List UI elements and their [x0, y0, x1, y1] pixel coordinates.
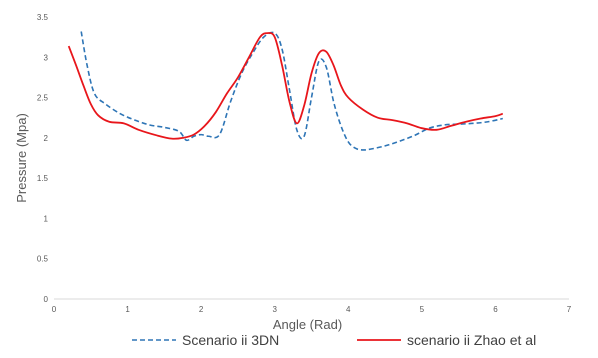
y-axis-title: Pressure (Mpa) — [14, 113, 29, 203]
x-tick-label: 5 — [420, 305, 425, 314]
x-axis-title: Angle (Rad) — [273, 317, 342, 332]
y-tick-label: 0 — [44, 295, 49, 304]
x-tick-label: 1 — [125, 305, 130, 314]
series-layer — [67, 31, 504, 151]
x-tick-label: 6 — [493, 305, 498, 314]
legend-label-2: scenario ii Zhao et al — [407, 332, 536, 348]
series-line-1 — [80, 31, 503, 151]
series-line-2 — [67, 32, 504, 140]
legend: Scenario ii 3DN scenario ii Zhao et al — [132, 332, 536, 348]
y-tick-label: 2.5 — [37, 94, 49, 103]
y-tick-label: 1 — [44, 214, 49, 223]
y-tick-label: 0.5 — [37, 255, 49, 264]
axes: 0 1 2 3 4 5 6 7 0 0.5 1 1.5 2 2.5 3 3.5 — [37, 13, 572, 314]
x-tick-label: 7 — [567, 305, 572, 314]
x-tick-label: 4 — [346, 305, 351, 314]
legend-label-1: Scenario ii 3DN — [182, 332, 279, 348]
y-tick-label: 2 — [44, 134, 49, 143]
x-tick-label: 0 — [52, 305, 57, 314]
x-tick-label: 3 — [272, 305, 277, 314]
x-tick-label: 2 — [199, 305, 204, 314]
y-tick-label: 3.5 — [37, 13, 49, 22]
y-tick-label: 3 — [44, 53, 49, 62]
y-tick-label: 1.5 — [37, 174, 49, 183]
